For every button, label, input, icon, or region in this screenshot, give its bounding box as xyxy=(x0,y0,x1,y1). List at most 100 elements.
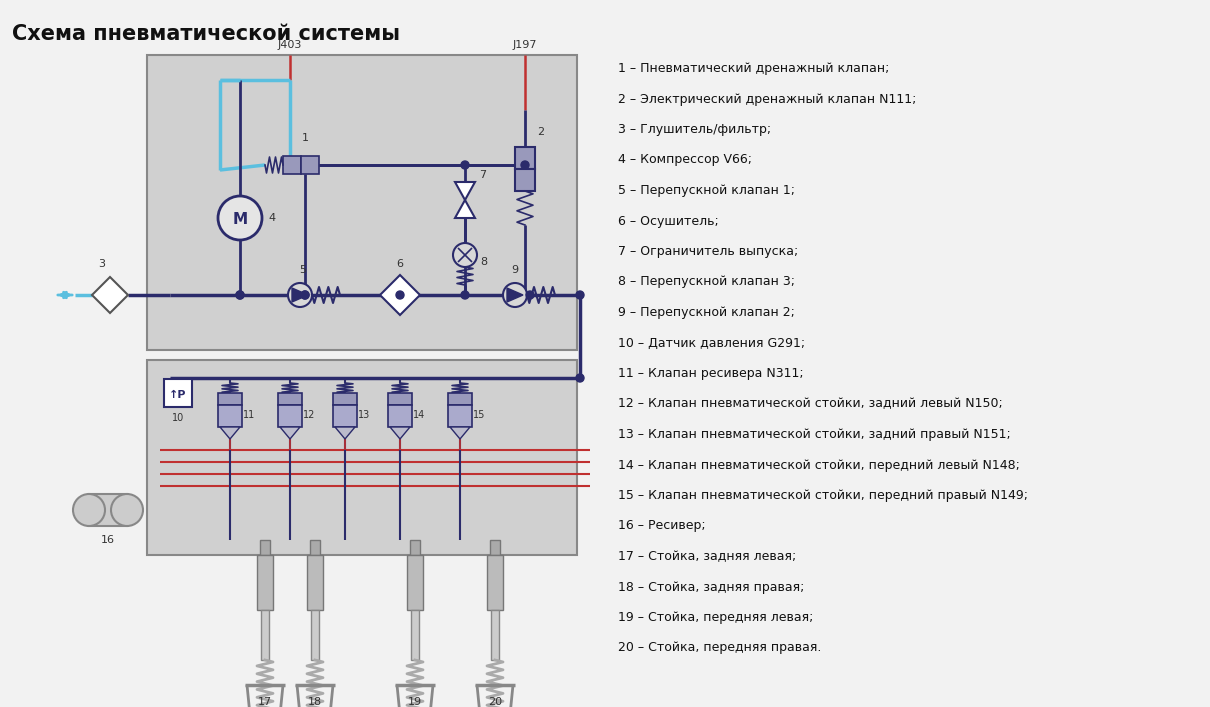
Bar xyxy=(407,555,423,610)
Text: 12: 12 xyxy=(302,410,316,420)
Circle shape xyxy=(526,291,534,299)
Text: 9 – Перепускной клапан 2;: 9 – Перепускной клапан 2; xyxy=(618,306,795,319)
Circle shape xyxy=(236,291,244,299)
Polygon shape xyxy=(220,427,240,439)
Text: 14 – Клапан пневматической стойки, передний левый N148;: 14 – Клапан пневматической стойки, перед… xyxy=(618,459,1020,472)
Polygon shape xyxy=(380,275,420,315)
Bar xyxy=(311,610,319,660)
Bar xyxy=(146,55,577,350)
Polygon shape xyxy=(390,427,410,439)
Text: 10: 10 xyxy=(172,413,184,423)
Text: ↑P: ↑P xyxy=(169,390,186,400)
Bar xyxy=(333,405,357,427)
Text: 2 – Электрический дренажный клапан N111;: 2 – Электрический дренажный клапан N111; xyxy=(618,93,916,105)
Text: 8: 8 xyxy=(480,257,488,267)
Text: 5 – Перепускной клапан 1;: 5 – Перепускной клапан 1; xyxy=(618,184,795,197)
Bar xyxy=(283,156,301,174)
Text: 1 – Пневматический дренажный клапан;: 1 – Пневматический дренажный клапан; xyxy=(618,62,889,75)
Circle shape xyxy=(288,283,312,307)
Circle shape xyxy=(396,291,404,299)
Text: 11 – Клапан ресивера N311;: 11 – Клапан ресивера N311; xyxy=(618,367,803,380)
Bar xyxy=(448,405,472,427)
Bar xyxy=(490,540,500,555)
Text: 10 – Датчик давления G291;: 10 – Датчик давления G291; xyxy=(618,337,805,349)
Text: 20: 20 xyxy=(488,697,502,707)
Text: 9: 9 xyxy=(512,265,519,275)
Circle shape xyxy=(301,291,309,299)
Text: J197: J197 xyxy=(513,40,537,50)
Bar xyxy=(278,405,302,427)
Text: 8 – Перепускной клапан 3;: 8 – Перепускной клапан 3; xyxy=(618,276,795,288)
Text: 2: 2 xyxy=(537,127,544,137)
Circle shape xyxy=(461,291,469,299)
Bar xyxy=(515,147,535,169)
Bar xyxy=(278,393,302,405)
Circle shape xyxy=(576,374,584,382)
Text: 3 – Глушитель/фильтр;: 3 – Глушитель/фильтр; xyxy=(618,123,771,136)
Text: 7 – Ограничитель выпуска;: 7 – Ограничитель выпуска; xyxy=(618,245,799,258)
Text: 15 – Клапан пневматической стойки, передний правый N149;: 15 – Клапан пневматической стойки, перед… xyxy=(618,489,1028,502)
Text: 11: 11 xyxy=(243,410,255,420)
Bar xyxy=(257,555,273,610)
Text: 18 – Стойка, задняя правая;: 18 – Стойка, задняя правая; xyxy=(618,580,805,593)
Circle shape xyxy=(236,291,244,299)
Bar xyxy=(165,379,192,407)
Bar xyxy=(301,156,319,174)
Bar xyxy=(261,610,269,660)
Polygon shape xyxy=(455,200,476,218)
Bar xyxy=(388,405,411,427)
Bar xyxy=(260,540,270,555)
Text: 4 – Компрессор V66;: 4 – Компрессор V66; xyxy=(618,153,751,167)
Circle shape xyxy=(218,196,263,240)
Circle shape xyxy=(301,291,309,299)
Text: 13 – Клапан пневматической стойки, задний правый N151;: 13 – Клапан пневматической стойки, задни… xyxy=(618,428,1010,441)
Text: 15: 15 xyxy=(473,410,485,420)
Text: 16 – Ресивер;: 16 – Ресивер; xyxy=(618,520,705,532)
Text: 16: 16 xyxy=(100,535,115,545)
Text: 19 – Стойка, передняя левая;: 19 – Стойка, передняя левая; xyxy=(618,611,813,624)
Bar xyxy=(218,405,242,427)
Circle shape xyxy=(522,161,529,169)
Text: J403: J403 xyxy=(278,40,302,50)
Circle shape xyxy=(111,494,143,526)
Text: 19: 19 xyxy=(408,697,422,707)
Bar xyxy=(146,360,577,555)
Bar xyxy=(310,540,319,555)
Bar xyxy=(448,393,472,405)
Text: 1: 1 xyxy=(301,133,309,143)
Polygon shape xyxy=(450,427,469,439)
Polygon shape xyxy=(92,277,128,313)
Text: M: M xyxy=(232,211,248,226)
Text: 20 – Стойка, передняя правая.: 20 – Стойка, передняя правая. xyxy=(618,641,822,655)
Polygon shape xyxy=(280,427,300,439)
Polygon shape xyxy=(455,182,476,200)
Text: 6: 6 xyxy=(397,259,403,269)
Circle shape xyxy=(461,161,469,169)
Circle shape xyxy=(73,494,105,526)
Bar xyxy=(410,540,420,555)
Circle shape xyxy=(503,283,528,307)
Text: 6 – Осушитель;: 6 – Осушитель; xyxy=(618,214,719,228)
Bar xyxy=(411,610,419,660)
Bar xyxy=(218,393,242,405)
Text: 7: 7 xyxy=(479,170,486,180)
Text: 14: 14 xyxy=(413,410,425,420)
Bar xyxy=(515,169,535,191)
Polygon shape xyxy=(335,427,355,439)
Text: 5: 5 xyxy=(300,265,306,275)
Bar xyxy=(491,610,499,660)
Polygon shape xyxy=(507,288,523,302)
Bar xyxy=(333,393,357,405)
Text: 17: 17 xyxy=(258,697,272,707)
Text: 3: 3 xyxy=(98,259,105,269)
Bar xyxy=(388,393,411,405)
Bar xyxy=(90,494,127,526)
Text: 4: 4 xyxy=(267,213,275,223)
Text: 12 – Клапан пневматической стойки, задний левый N150;: 12 – Клапан пневматической стойки, задни… xyxy=(618,397,1003,411)
Polygon shape xyxy=(292,288,309,302)
Text: 13: 13 xyxy=(358,410,370,420)
Text: 18: 18 xyxy=(307,697,322,707)
Text: Схема пневматической системы: Схема пневматической системы xyxy=(12,24,401,44)
Text: 17 – Стойка, задняя левая;: 17 – Стойка, задняя левая; xyxy=(618,550,796,563)
Circle shape xyxy=(576,291,584,299)
